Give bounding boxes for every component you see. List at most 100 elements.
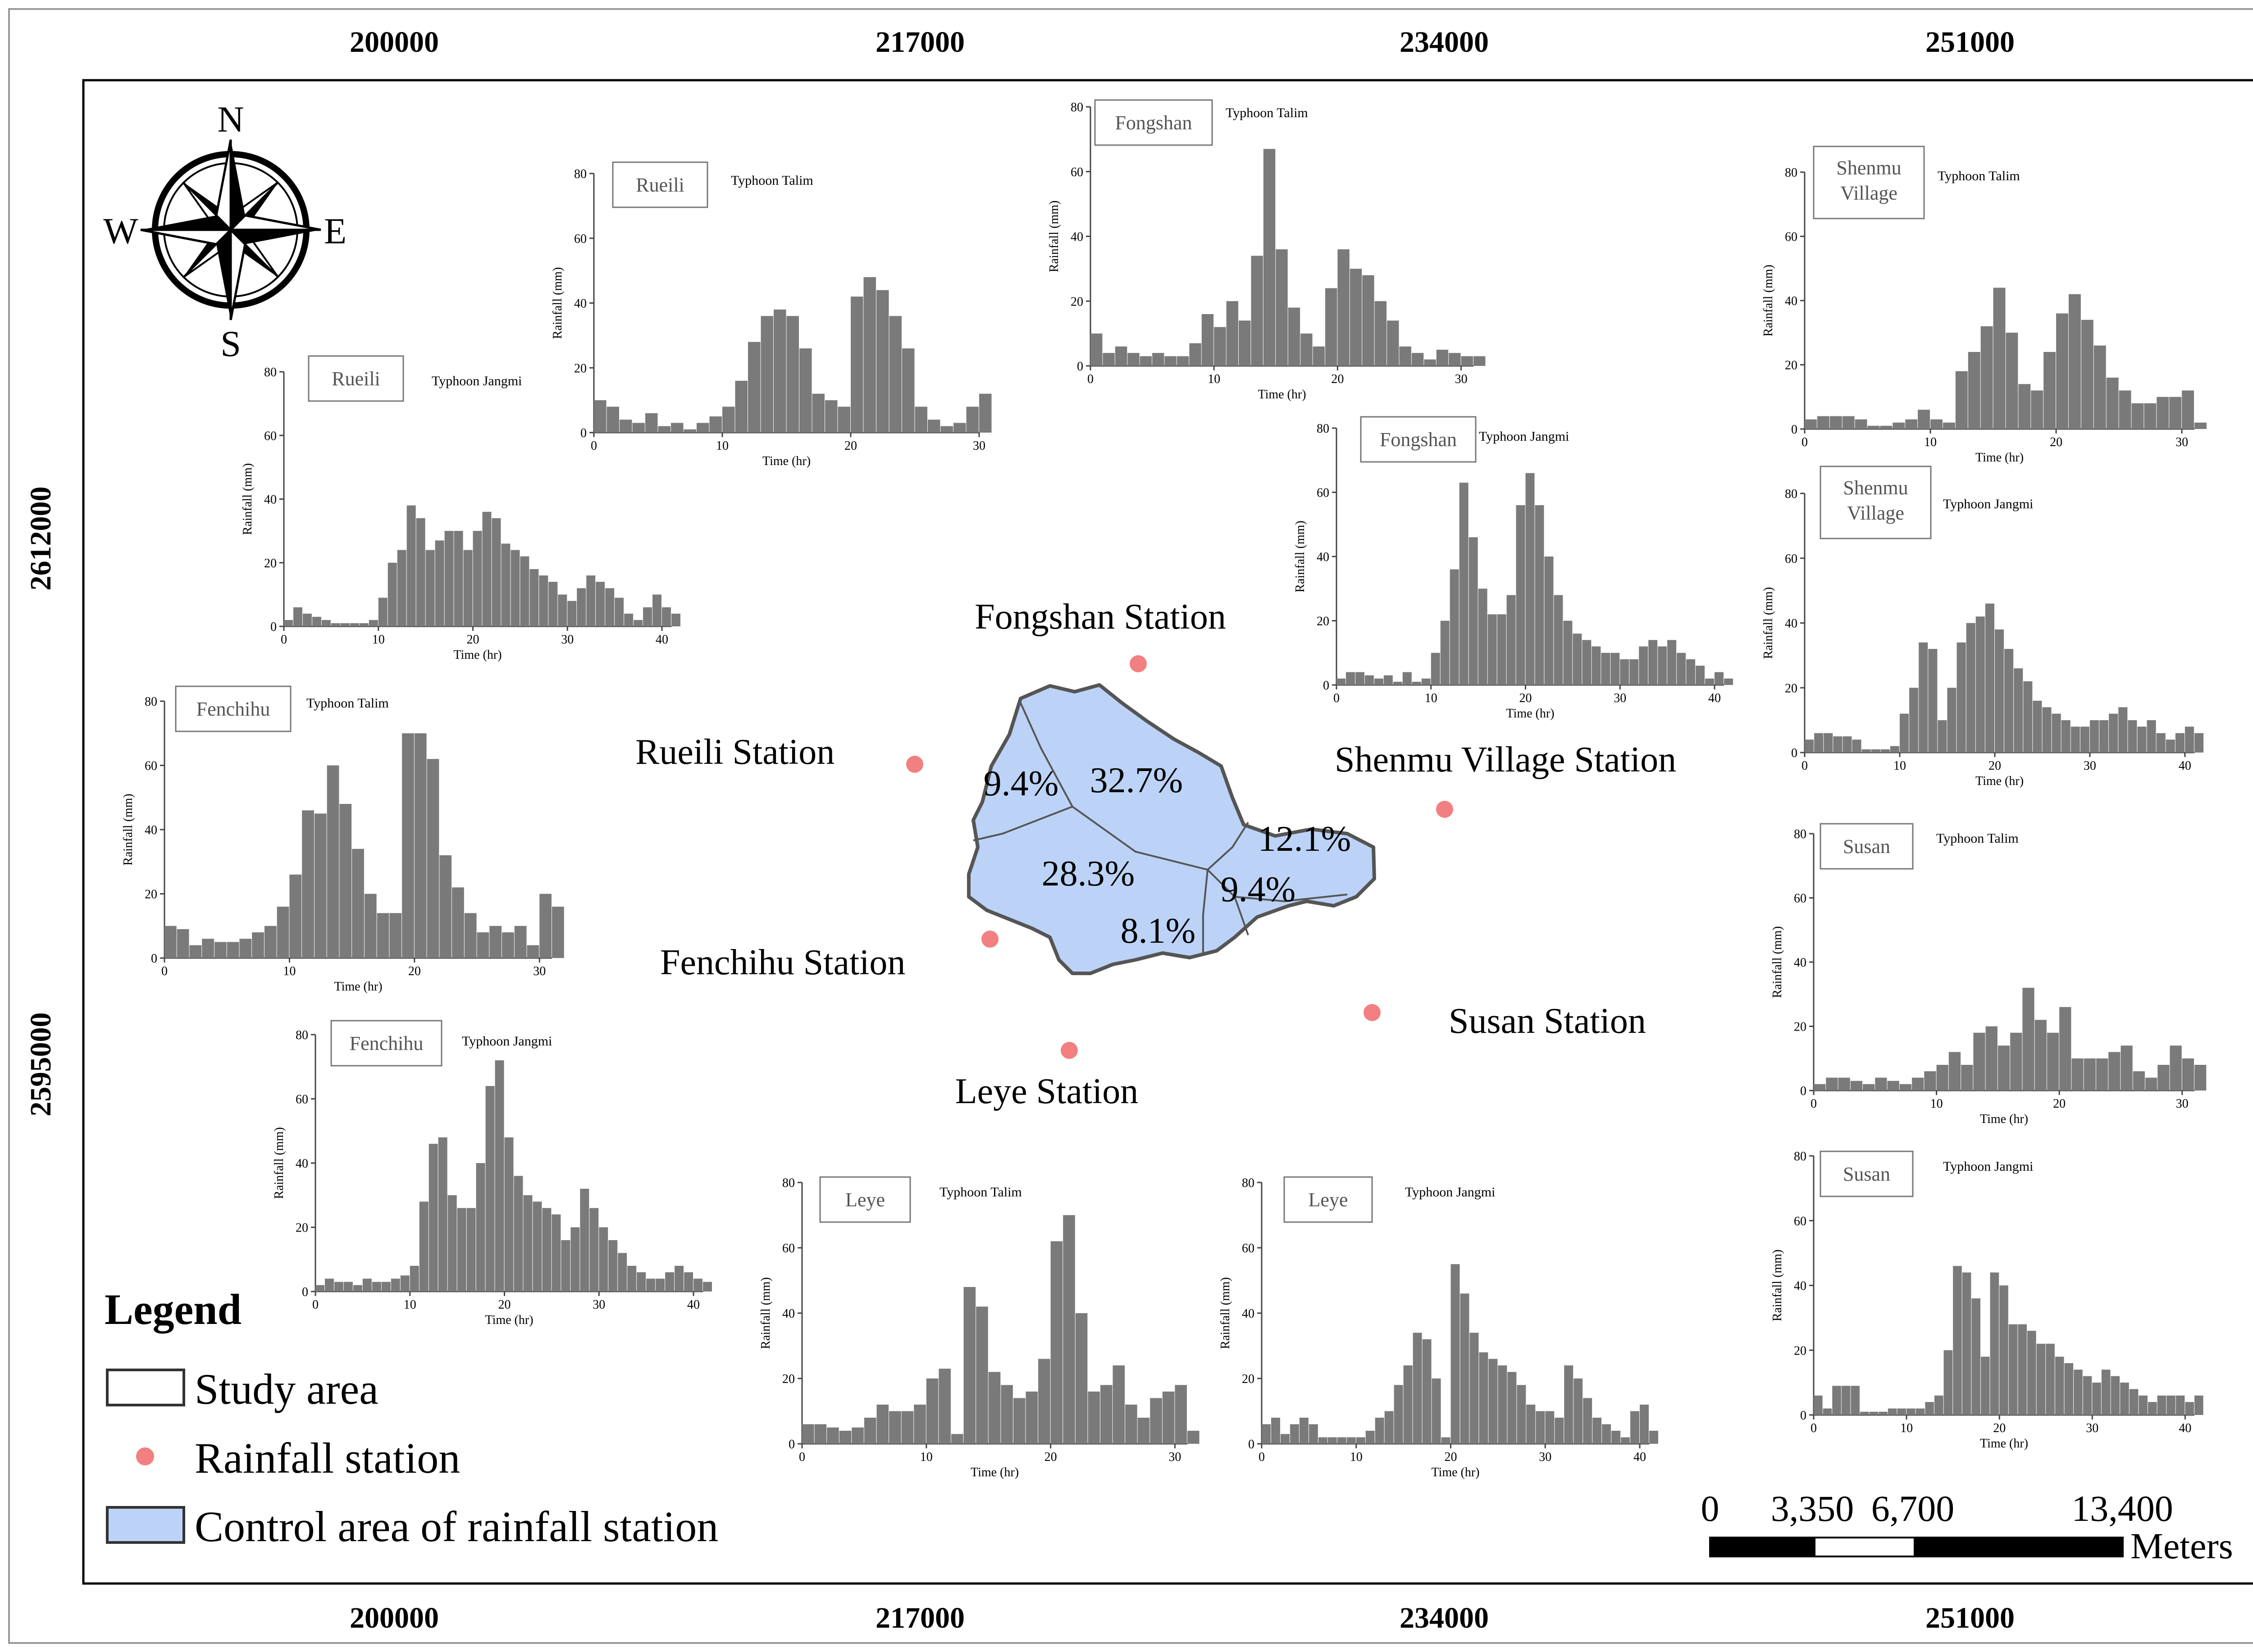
chart-bar xyxy=(1327,1437,1337,1444)
chart-y-label: Rainfall (mm) xyxy=(1770,1250,1784,1321)
chart-x-label: Time (hr) xyxy=(1258,388,1306,402)
x-tick-bottom: 251000 xyxy=(1925,1602,2015,1634)
chart-bar xyxy=(1526,1405,1536,1444)
chart-bar xyxy=(2120,1383,2129,1415)
scale-segment xyxy=(1709,1537,1815,1557)
chart-bar xyxy=(1346,1437,1356,1444)
chart-station-box xyxy=(1820,465,1932,539)
chart-typhoon-label: Typhoon Talim xyxy=(1938,169,2020,183)
chart-bar xyxy=(988,1372,1001,1444)
chart-station-box xyxy=(175,685,292,732)
chart-bar xyxy=(362,1278,372,1291)
station-dot xyxy=(1130,655,1147,672)
chart-x-tick-label: 40 xyxy=(2179,759,2191,773)
chart-bar xyxy=(1887,1081,1899,1091)
rainfall-charts: 0 20 40 60 80 0 10 20 30 Time (hr) Rainfall (mm) Ru… xyxy=(121,99,2207,1479)
chart-x-tick-label: 30 xyxy=(1614,691,1626,705)
chart-bar xyxy=(1823,1408,1832,1415)
chart-station-name: Fongshan xyxy=(1380,429,1457,451)
scale-segment xyxy=(1814,1537,1916,1557)
chart-bar xyxy=(2156,733,2166,753)
chart-y-tick-label: 80 xyxy=(1785,487,1797,501)
chart-typhoon-label: Typhoon Talim xyxy=(1226,105,1308,120)
chart-bar xyxy=(951,1434,963,1444)
chart-bar xyxy=(1850,1081,1863,1091)
chart-x-tick-label: 30 xyxy=(1539,1450,1551,1464)
chart-x-tick-label: 0 xyxy=(1333,691,1340,705)
chart-bar xyxy=(1640,1405,1649,1444)
scale-label: 0 xyxy=(1701,1488,1719,1529)
chart-bar xyxy=(901,1411,914,1444)
legend: Legend Study area Rainfall station Contr… xyxy=(105,1285,718,1551)
chart-bar xyxy=(1299,1418,1309,1444)
chart-y-label: Rainfall (mm) xyxy=(1761,265,1775,336)
chart-bar xyxy=(902,348,915,433)
station-label: Fenchihu Station xyxy=(660,943,905,982)
y-tick-left: 2612000 xyxy=(24,487,57,591)
chart-station-box xyxy=(1813,146,1925,219)
chart-bar xyxy=(2119,390,2131,429)
chart-bar xyxy=(684,1272,693,1291)
chart-bar xyxy=(1601,653,1610,685)
chart-bar xyxy=(2080,726,2089,753)
chart-bar xyxy=(1658,646,1667,685)
control-area-label: 12.1% xyxy=(1258,819,1351,859)
chart-x-tick-label: 10 xyxy=(1893,759,1906,773)
chart-bar xyxy=(703,1282,712,1291)
chart-bar xyxy=(454,531,463,626)
chart-x-tick-label: 40 xyxy=(1708,691,1721,705)
chart-station-name: Shenmu xyxy=(1843,477,1908,499)
chart-bar xyxy=(1125,1405,1137,1444)
chart-bar xyxy=(1313,346,1325,366)
chart-bar xyxy=(1805,419,1817,429)
chart-bar xyxy=(2010,1032,2022,1091)
chart-x-tick-label: 30 xyxy=(593,1298,605,1312)
chart-x-tick-label: 0 xyxy=(1811,1421,1817,1435)
chart-bar xyxy=(1861,749,1871,753)
chart-y-tick-label: 0 xyxy=(1800,1409,1806,1423)
chart-bar xyxy=(1912,1077,1924,1091)
chart-bar xyxy=(464,913,477,958)
chart-bar xyxy=(1460,1293,1469,1444)
chart-y-tick-label: 80 xyxy=(1785,166,1797,180)
chart-bar xyxy=(1413,1333,1422,1444)
chart-bar xyxy=(1545,1411,1555,1444)
y-tick-left: 2595000 xyxy=(24,1013,57,1117)
chart-bar xyxy=(1918,410,1930,429)
chart-bar xyxy=(2014,668,2023,753)
x-tick-top: 234000 xyxy=(1400,26,1489,59)
chart-bar xyxy=(2089,720,2099,753)
chart-x-tick-label: 40 xyxy=(2179,1421,2191,1435)
chart-bar xyxy=(570,1227,580,1291)
chart-bar xyxy=(1962,1272,1971,1415)
chart-bar xyxy=(876,290,889,433)
chart-y-tick-label: 20 xyxy=(1317,615,1329,629)
chart-y-tick-label: 80 xyxy=(1071,100,1083,114)
chart-bar xyxy=(1639,646,1648,685)
chart-bar xyxy=(1999,1285,2008,1415)
chart-station-name: Fenchihu xyxy=(350,1032,424,1054)
chart-bar xyxy=(662,607,671,626)
station-label: Fongshan Station xyxy=(975,597,1226,637)
chart-bar xyxy=(391,1278,400,1291)
chart-bar xyxy=(2034,1020,2047,1091)
chart-bar xyxy=(802,1424,814,1444)
compass-rose: N S E W xyxy=(103,99,347,364)
chart-x-label: Time (hr) xyxy=(1506,707,1554,721)
chart-bar xyxy=(1724,678,1733,685)
chart-bar xyxy=(1345,672,1355,685)
chart-bar xyxy=(552,1214,561,1291)
chart-bar xyxy=(1928,649,1938,753)
chart-y-tick-label: 60 xyxy=(782,1241,795,1255)
chart-bar xyxy=(1251,256,1263,366)
chart-bar xyxy=(2106,378,2119,429)
chart-bar xyxy=(402,733,414,958)
chart-x-tick-label: 30 xyxy=(533,964,546,978)
chart-bar xyxy=(410,1266,419,1291)
chart-bar xyxy=(1375,1418,1384,1444)
chart-bar xyxy=(1115,346,1127,366)
rainfall-histogram: 0 20 40 60 80 0 10 20 30 40 Time (hr) Rainfall (mm)… xyxy=(1293,416,1733,721)
chart-bar xyxy=(1829,416,1842,429)
chart-bar xyxy=(827,1427,839,1444)
chart-bar xyxy=(227,942,239,958)
